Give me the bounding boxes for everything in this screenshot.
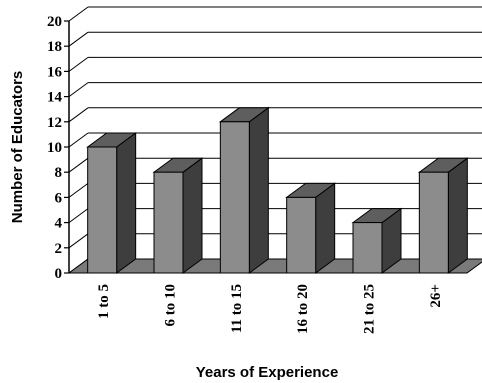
gridline-depth xyxy=(68,132,89,148)
x-axis-title: Years of Experience xyxy=(196,364,339,381)
gridline-depth xyxy=(68,157,89,173)
bars xyxy=(86,106,469,274)
y-tick-label: 4 xyxy=(55,216,63,232)
bar-side-face xyxy=(182,157,203,274)
bar-front-face xyxy=(87,146,118,274)
bar xyxy=(417,157,469,274)
gridline-depth xyxy=(68,208,89,224)
x-category-label: 16 to 20 xyxy=(295,284,311,334)
y-tick-label: 20 xyxy=(47,14,62,30)
x-category-label: 21 to 25 xyxy=(362,284,378,334)
gridline-depth xyxy=(68,31,89,47)
y-tick-label: 8 xyxy=(55,165,63,181)
bar-front-face xyxy=(352,222,383,274)
x-category-label: 6 to 10 xyxy=(163,284,179,327)
bar-side-face xyxy=(116,132,137,274)
x-category-label: 26+ xyxy=(428,284,444,308)
gridline-depth xyxy=(68,56,89,72)
y-tick-label: 10 xyxy=(47,140,62,156)
bar-side-face xyxy=(315,182,336,274)
gridline-depth xyxy=(68,82,89,98)
y-tick-label: 14 xyxy=(47,90,63,106)
gridline-depth xyxy=(68,6,89,22)
bar xyxy=(86,132,138,274)
x-category-label: 11 to 15 xyxy=(229,284,245,333)
bar-side-face xyxy=(248,106,269,274)
bar-front-face xyxy=(286,196,317,274)
y-tick-label: 6 xyxy=(55,190,63,206)
bar-front-face xyxy=(418,171,449,274)
bar xyxy=(285,182,337,274)
gridline-depth xyxy=(68,182,89,198)
bar xyxy=(351,207,403,274)
x-category-labels: 1 to 5 6 to 10 11 to 15 16 to 20 21 to 25 26+ xyxy=(96,284,444,334)
x-category-label: 1 to 5 xyxy=(96,284,112,319)
gridline-depth xyxy=(68,107,89,123)
bar xyxy=(152,157,204,274)
y-tick-label: 0 xyxy=(55,266,63,282)
y-tick-label: 18 xyxy=(47,39,62,55)
bar-front-face xyxy=(219,121,250,274)
y-tick-labels: 0 2 4 6 8 10 12 14 16 18 20 xyxy=(47,14,63,282)
bar-front-face xyxy=(153,171,184,274)
y-tick-label: 12 xyxy=(47,115,62,131)
y-axis xyxy=(64,20,70,274)
bar-side-face xyxy=(447,157,468,274)
y-tick-label: 16 xyxy=(47,64,63,80)
y-tick-label: 2 xyxy=(55,241,63,257)
bar xyxy=(218,106,270,274)
gridline-depth xyxy=(68,233,89,249)
y-axis-title: Number of Educators xyxy=(9,71,26,224)
